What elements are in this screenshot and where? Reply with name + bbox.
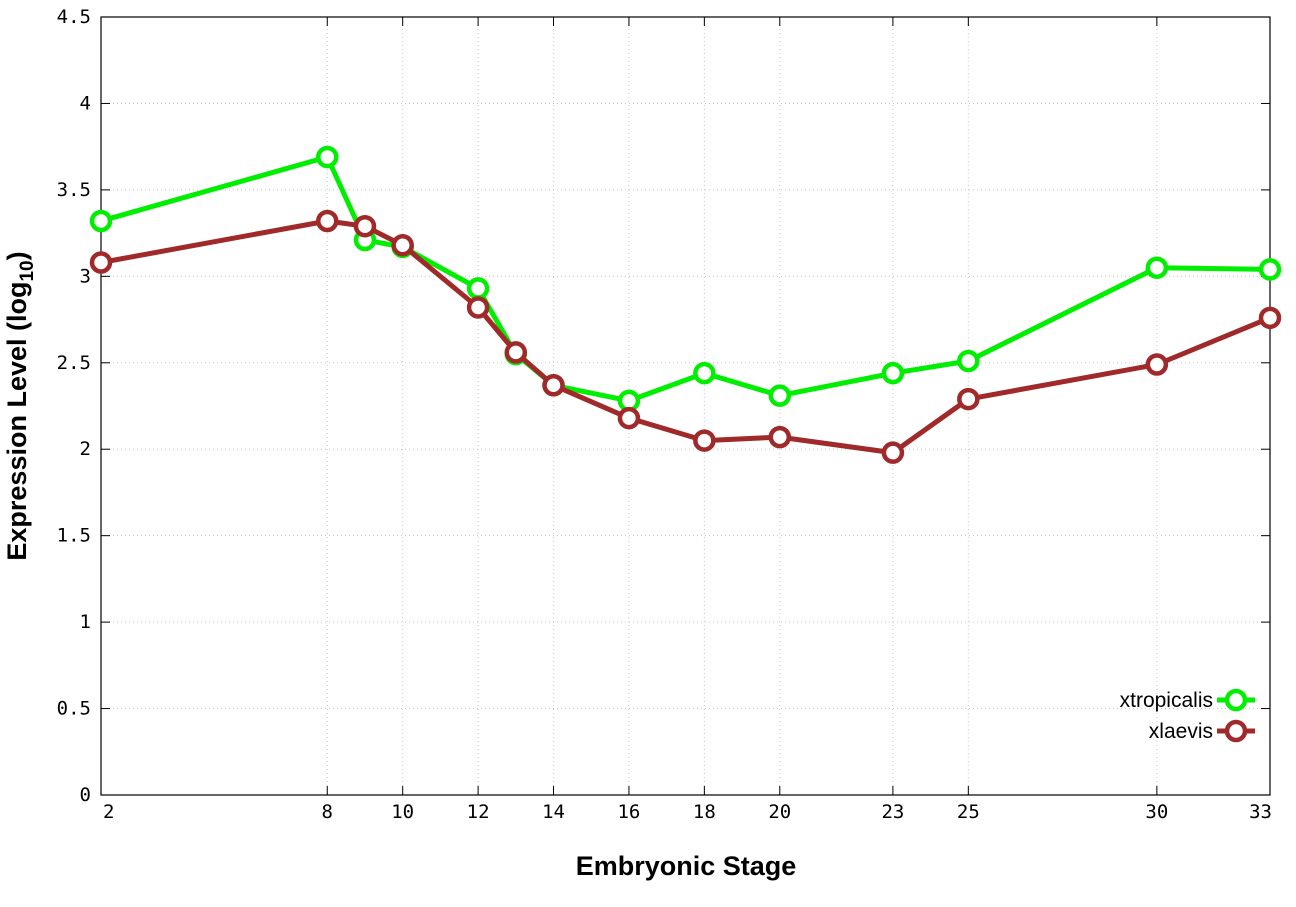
data-point-xtropicalis [881, 361, 905, 385]
x-tick-label: 30 [1145, 801, 1168, 823]
y-axis-title-subscript: 10 [17, 260, 38, 281]
data-point-xlaevis [1145, 353, 1169, 376]
data-point-xtropicalis [89, 209, 113, 233]
y-tick-label: 0 [80, 784, 91, 806]
data-point-xlaevis [89, 251, 113, 274]
data-point-xlaevis [768, 425, 792, 449]
y-tick-label: 1 [80, 611, 91, 633]
x-tick-label: 23 [881, 801, 904, 823]
y-tick-label: 4.5 [57, 6, 91, 28]
data-point-xlaevis [1258, 306, 1282, 330]
x-tick-label: 16 [617, 801, 640, 823]
data-point-xtropicalis [1145, 256, 1169, 279]
axis-ticks: 0 0.5 1 1.5 2 2.5 3 3.5 4 4.5 2 8 10 12 14 16 18 20 23 25 30… [57, 6, 1272, 823]
data-point-xtropicalis [466, 277, 490, 300]
legend-label-xtropicalis: xtropicalis [1120, 689, 1213, 712]
y-axis-title: Expression Level (log10) [2, 251, 38, 560]
y-tick-label: 0.5 [57, 698, 91, 720]
x-tick-label: 2 [103, 801, 114, 823]
data-point-xlaevis [617, 406, 641, 430]
series-layer [89, 145, 1282, 464]
x-tick-label: 8 [322, 801, 333, 823]
data-point-xtropicalis [957, 349, 980, 373]
x-tick-label: 10 [391, 801, 414, 823]
y-tick-label: 2 [80, 438, 91, 460]
data-point-xlaevis [542, 374, 565, 397]
data-point-xlaevis [957, 387, 980, 411]
data-point-xlaevis [391, 233, 414, 257]
data-point-xlaevis [316, 209, 339, 233]
data-point-xlaevis [504, 341, 528, 364]
x-tick-label: 33 [1249, 801, 1272, 823]
series-line-xlaevis [100, 218, 1271, 456]
y-tick-label: 2.5 [57, 352, 91, 374]
x-tick-label: 18 [693, 801, 716, 823]
grid-lines [101, 17, 1270, 795]
x-axis-title: Embryonic Stage [576, 851, 797, 881]
plot-frame [100, 16, 1271, 796]
legend-marker-xlaevis [1224, 719, 1248, 743]
y-tick-label: 4 [80, 92, 91, 114]
data-point-xlaevis [881, 441, 905, 464]
series-line-xtropicalis [100, 154, 1271, 404]
y-tick-label: 1.5 [57, 525, 91, 547]
data-point-xtropicalis [1258, 258, 1282, 281]
x-tick-label: 14 [542, 801, 565, 823]
legend-label-xlaevis: xlaevis [1149, 720, 1213, 743]
data-point-xtropicalis [768, 384, 792, 407]
data-point-xtropicalis [693, 361, 716, 385]
y-axis-title-main: Expression Level (log [2, 282, 32, 561]
y-axis-title-close: ) [2, 251, 32, 260]
data-point-xlaevis [466, 296, 490, 319]
y-tick-label: 3.5 [57, 179, 91, 201]
data-point-xlaevis [353, 214, 377, 238]
x-tick-label: 20 [768, 801, 791, 823]
legend-marker-xtropicalis [1224, 688, 1248, 712]
y-tick-label: 3 [80, 265, 91, 287]
data-point-xlaevis [693, 429, 716, 452]
x-tick-label: 25 [957, 801, 980, 823]
legend: xtropicalis xlaevis [1120, 688, 1255, 743]
x-tick-label: 12 [467, 801, 490, 823]
data-point-xtropicalis [316, 145, 339, 169]
